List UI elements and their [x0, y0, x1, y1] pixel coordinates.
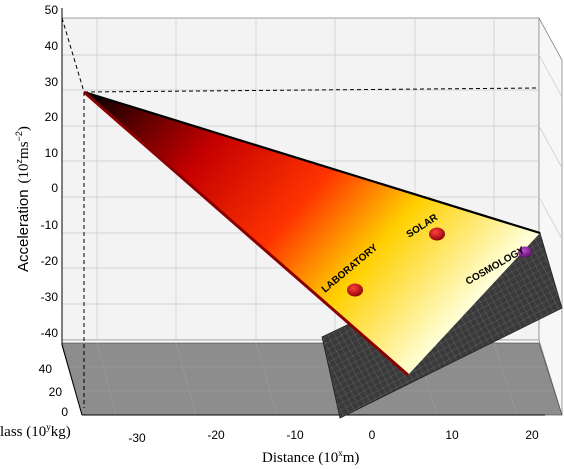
y-axis-tail: kg): [51, 424, 71, 440]
x-tick: 10: [445, 428, 459, 442]
z-tick: 30: [45, 75, 59, 89]
x-tick: -30: [128, 431, 146, 445]
z-axis-ticks: 50 40 30 20 10 0 -10 -20 -30 -40: [41, 3, 59, 340]
z-axis-unit-tail: ms: [16, 141, 32, 159]
y-axis-title: lass (10: [0, 424, 46, 440]
y-axis-sup: y: [46, 422, 51, 432]
surface-edge-bottom: [83, 90, 409, 377]
z-tick: 20: [45, 110, 59, 124]
z-axis-label: Acceleration (10zms−2): [14, 126, 32, 272]
x-axis-sup: x: [338, 448, 343, 458]
x-axis-title: Distance (10: [262, 450, 338, 466]
z-axis-title: Acceleration: [15, 189, 32, 272]
z-tick: 40: [45, 39, 59, 53]
color-surface: [84, 92, 540, 375]
z-axis-unit-close: ): [16, 126, 32, 131]
y-axis-label: lass (10ykg): [0, 422, 71, 440]
data-point-laboratory: [347, 283, 363, 297]
floor-plane: [61, 342, 563, 416]
apex-projection: [61, 17, 540, 408]
x-tick: -10: [286, 428, 304, 442]
z-tick: -10: [41, 218, 59, 232]
y-tick: 40: [39, 362, 53, 376]
z-axis-unit: (10: [16, 163, 32, 183]
y-axis-ticks: 0 20 40: [39, 362, 69, 419]
data-point-cosmology: [518, 246, 532, 258]
x-tick: 20: [525, 428, 539, 442]
y-tick: 20: [49, 385, 63, 399]
x-axis-ticks: -30 -20 -10 0 10 20: [128, 428, 539, 445]
z-tick: -40: [41, 326, 59, 340]
z-tick: -30: [41, 290, 59, 304]
z-tick: 10: [45, 146, 59, 160]
z-axis-unit-sup2: −2: [14, 131, 24, 141]
z-tick: -20: [41, 254, 59, 268]
axis-frame: [61, 8, 545, 416]
z-tick: 50: [45, 3, 59, 17]
data-point-solar: [429, 227, 445, 241]
x-tick: -20: [207, 428, 225, 442]
z-tick: 0: [51, 181, 58, 195]
x-tick: 0: [369, 428, 376, 442]
y-tick: 0: [61, 405, 68, 419]
x-axis-label: Distance (10xm): [262, 448, 359, 466]
x-axis-tail: m): [343, 450, 360, 466]
surface-edge-top: [83, 90, 541, 235]
z-axis-unit-sup: z: [14, 158, 24, 163]
